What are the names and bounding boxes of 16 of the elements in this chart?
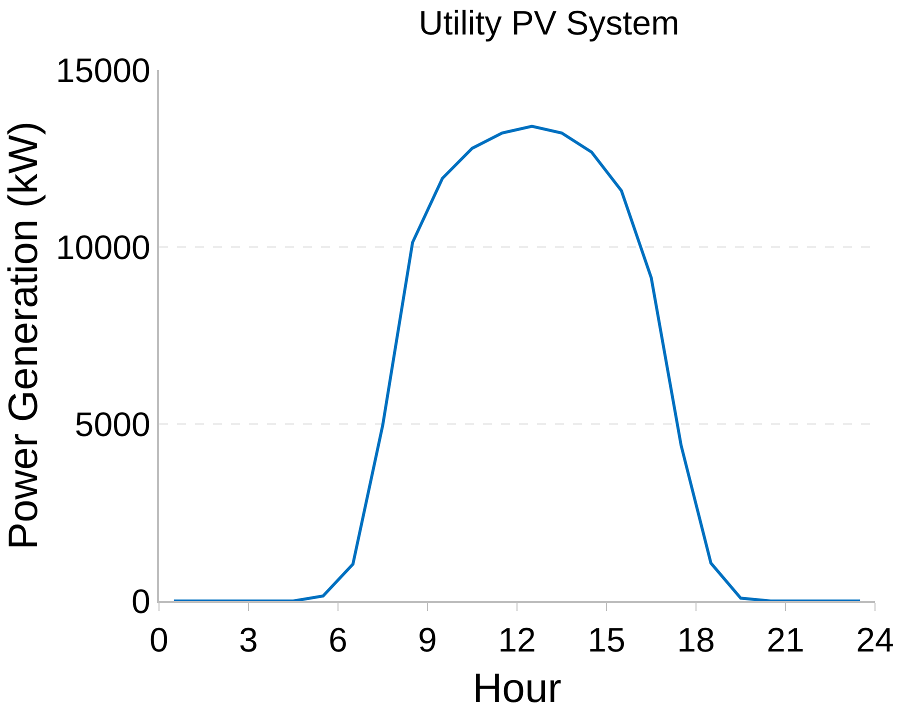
chart-title: Utility PV System: [418, 4, 680, 43]
x-tick-label: 9: [418, 622, 437, 660]
x-tick-label: 15: [588, 622, 626, 660]
x-tick-label: 12: [498, 622, 536, 660]
y-axis-title: Power Generation (kW): [0, 121, 46, 550]
y-tick-label: 15000: [56, 52, 150, 90]
y-tick-label: 0: [132, 582, 150, 621]
line-series: [172, 124, 862, 601]
y-tick-label: 10000: [56, 228, 150, 267]
x-axis-title: Hour: [472, 665, 562, 712]
x-tick-label: 24: [856, 622, 894, 660]
y-tick-label: 5000: [74, 406, 150, 444]
x-tick-label: 3: [239, 622, 258, 660]
x-tick-label: 18: [677, 622, 715, 660]
x-tick-label: 21: [766, 622, 804, 660]
x-tick-label: 6: [328, 622, 348, 660]
